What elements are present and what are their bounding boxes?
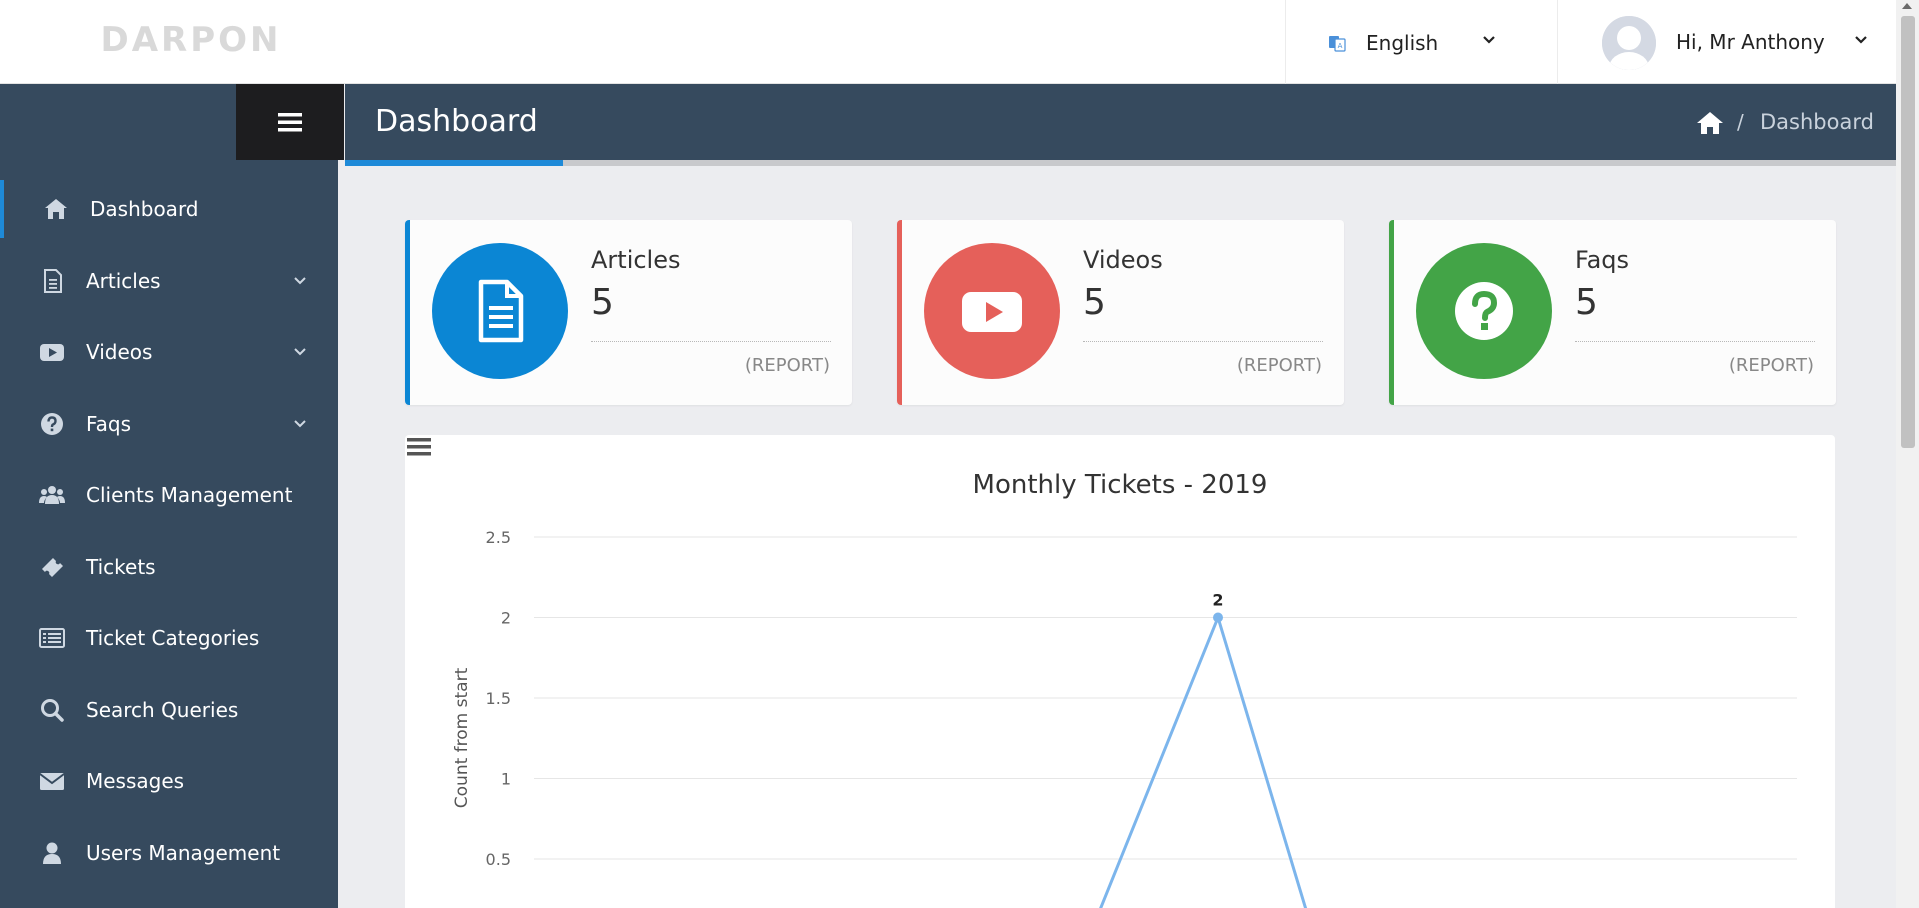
card-report-link[interactable]: (REPORT) (744, 355, 830, 376)
y-tick-label: 1 (501, 770, 511, 789)
y-tick-label: 0.5 (486, 850, 511, 869)
chart-svg: Monthly Tickets - 2019 Count from start 2.… (452, 470, 1797, 908)
page-header: Dashboard / Dashboard (345, 84, 1896, 160)
page-title: Dashboard (375, 104, 538, 139)
data-point (1213, 612, 1223, 623)
sidebar-item-label: Search Queries (86, 697, 239, 722)
sidebar-item-label: Messages (86, 769, 185, 793)
sidebar-item-ticket-categories[interactable]: Ticket Categories (0, 609, 338, 667)
chevron-down-icon (294, 276, 306, 284)
sidebar-item-label: Ticket Categories (86, 626, 260, 650)
sidebar-item-dashboard[interactable]: Dashboard (0, 180, 338, 238)
users-icon (38, 481, 66, 509)
card-divider (1083, 341, 1323, 342)
document-icon (478, 279, 524, 343)
avatar (1602, 16, 1656, 70)
scrollbar-thumb[interactable] (1901, 16, 1915, 448)
sidebar-item-label: Clients Management (86, 483, 293, 507)
card-title: Videos (1083, 246, 1163, 274)
chevron-down-icon (1855, 36, 1867, 44)
ticket-icon (38, 553, 66, 581)
card-value: 5 (591, 282, 614, 323)
sidebar-item-clients-management[interactable]: Clients Management (0, 466, 338, 524)
search-icon (38, 696, 66, 724)
chevron-down-icon (294, 348, 306, 356)
monthly-tickets-chart: Monthly Tickets - 2019 Count from start 2.… (405, 435, 1835, 908)
series-line (1099, 612, 1308, 908)
scroll-up-arrow-icon[interactable] (1902, 3, 1912, 9)
video-icon (38, 338, 66, 366)
top-header: DARPON A English Hi, Mr Anthony (0, 0, 1896, 84)
play-icon (962, 292, 1022, 332)
home-icon[interactable] (1695, 110, 1725, 136)
question-icon (1455, 282, 1513, 340)
sidebar-toggle-button[interactable] (236, 84, 344, 160)
sidebar-item-label: Dashboard (90, 197, 199, 221)
sidebar-item-tickets[interactable]: Tickets (0, 538, 338, 596)
breadcrumb-current: Dashboard (1760, 110, 1874, 134)
sidebar-item-label: Articles (86, 268, 161, 293)
hamburger-icon (278, 113, 302, 132)
y-axis-label: Count from start (452, 667, 472, 808)
sidebar: Dashboard Articles Videos Faqs Clients Manag… (0, 84, 344, 908)
stat-card-articles: Articles 5 (REPORT) (405, 220, 852, 405)
avatar-silhouette-icon (1602, 16, 1656, 70)
sidebar-item-label: Videos (86, 340, 153, 364)
card-title: Articles (591, 246, 681, 274)
chart-title: Monthly Tickets - 2019 (973, 470, 1268, 500)
page-scrollbar[interactable] (1896, 0, 1919, 908)
question-icon (38, 410, 66, 438)
user-menu[interactable]: Hi, Mr Anthony (1600, 0, 1896, 84)
card-accent-bar (405, 220, 410, 405)
logo-text: DARPON (100, 20, 282, 60)
header-divider (345, 160, 1896, 166)
list-icon (38, 624, 66, 652)
sidebar-item-administration[interactable]: Administration (0, 895, 338, 908)
chevron-down-icon (1483, 36, 1495, 44)
stat-card-faqs: Faqs 5 (REPORT) (1389, 220, 1836, 405)
sidebar-item-label: Users Management (86, 840, 281, 865)
sidebar-item-label: Faqs (86, 411, 132, 436)
sidebar-item-messages[interactable]: Messages (0, 752, 338, 810)
card-report-link[interactable]: (REPORT) (1728, 355, 1814, 376)
card-accent-bar (1389, 220, 1394, 405)
sidebar-item-label: Tickets (86, 554, 156, 579)
sidebar-item-faqs[interactable]: Faqs (0, 395, 338, 453)
card-value: 5 (1575, 282, 1598, 323)
y-tick-label: 1.5 (486, 689, 511, 708)
translate-icon: A (1329, 36, 1346, 52)
header-accent (345, 160, 563, 166)
sidebar-item-articles[interactable]: Articles (0, 252, 338, 310)
user-icon (38, 839, 66, 867)
data-label: 2 (1212, 591, 1223, 610)
sidebar-item-videos[interactable]: Videos (0, 323, 338, 381)
document-icon (38, 267, 66, 295)
user-greeting: Hi, Mr Anthony (1676, 30, 1825, 54)
home-icon (42, 195, 70, 223)
card-divider (591, 341, 831, 342)
card-icon-circle (432, 243, 568, 379)
language-label: English (1366, 31, 1439, 55)
y-tick-label: 2 (501, 609, 511, 628)
card-icon-circle (924, 243, 1060, 379)
card-title: Faqs (1575, 246, 1630, 274)
sidebar-item-search-queries[interactable]: Search Queries (0, 681, 338, 739)
chevron-down-icon (294, 419, 306, 427)
breadcrumb-separator: / (1737, 110, 1744, 134)
envelope-icon (38, 767, 66, 795)
card-divider (1575, 341, 1815, 342)
language-selector[interactable]: A English (1285, 0, 1558, 84)
card-value: 5 (1083, 282, 1106, 323)
sidebar-item-users-management[interactable]: Users Management (0, 824, 338, 882)
logo[interactable]: DARPON (82, 16, 300, 64)
card-report-link[interactable]: (REPORT) (1236, 355, 1322, 376)
chart-menu-icon[interactable] (405, 435, 433, 459)
card-accent-bar (897, 220, 902, 405)
stat-card-videos: Videos 5 (REPORT) (897, 220, 1344, 405)
card-icon-circle (1416, 243, 1552, 379)
svg-text:A: A (1338, 42, 1343, 50)
y-tick-label: 2.5 (486, 528, 511, 547)
